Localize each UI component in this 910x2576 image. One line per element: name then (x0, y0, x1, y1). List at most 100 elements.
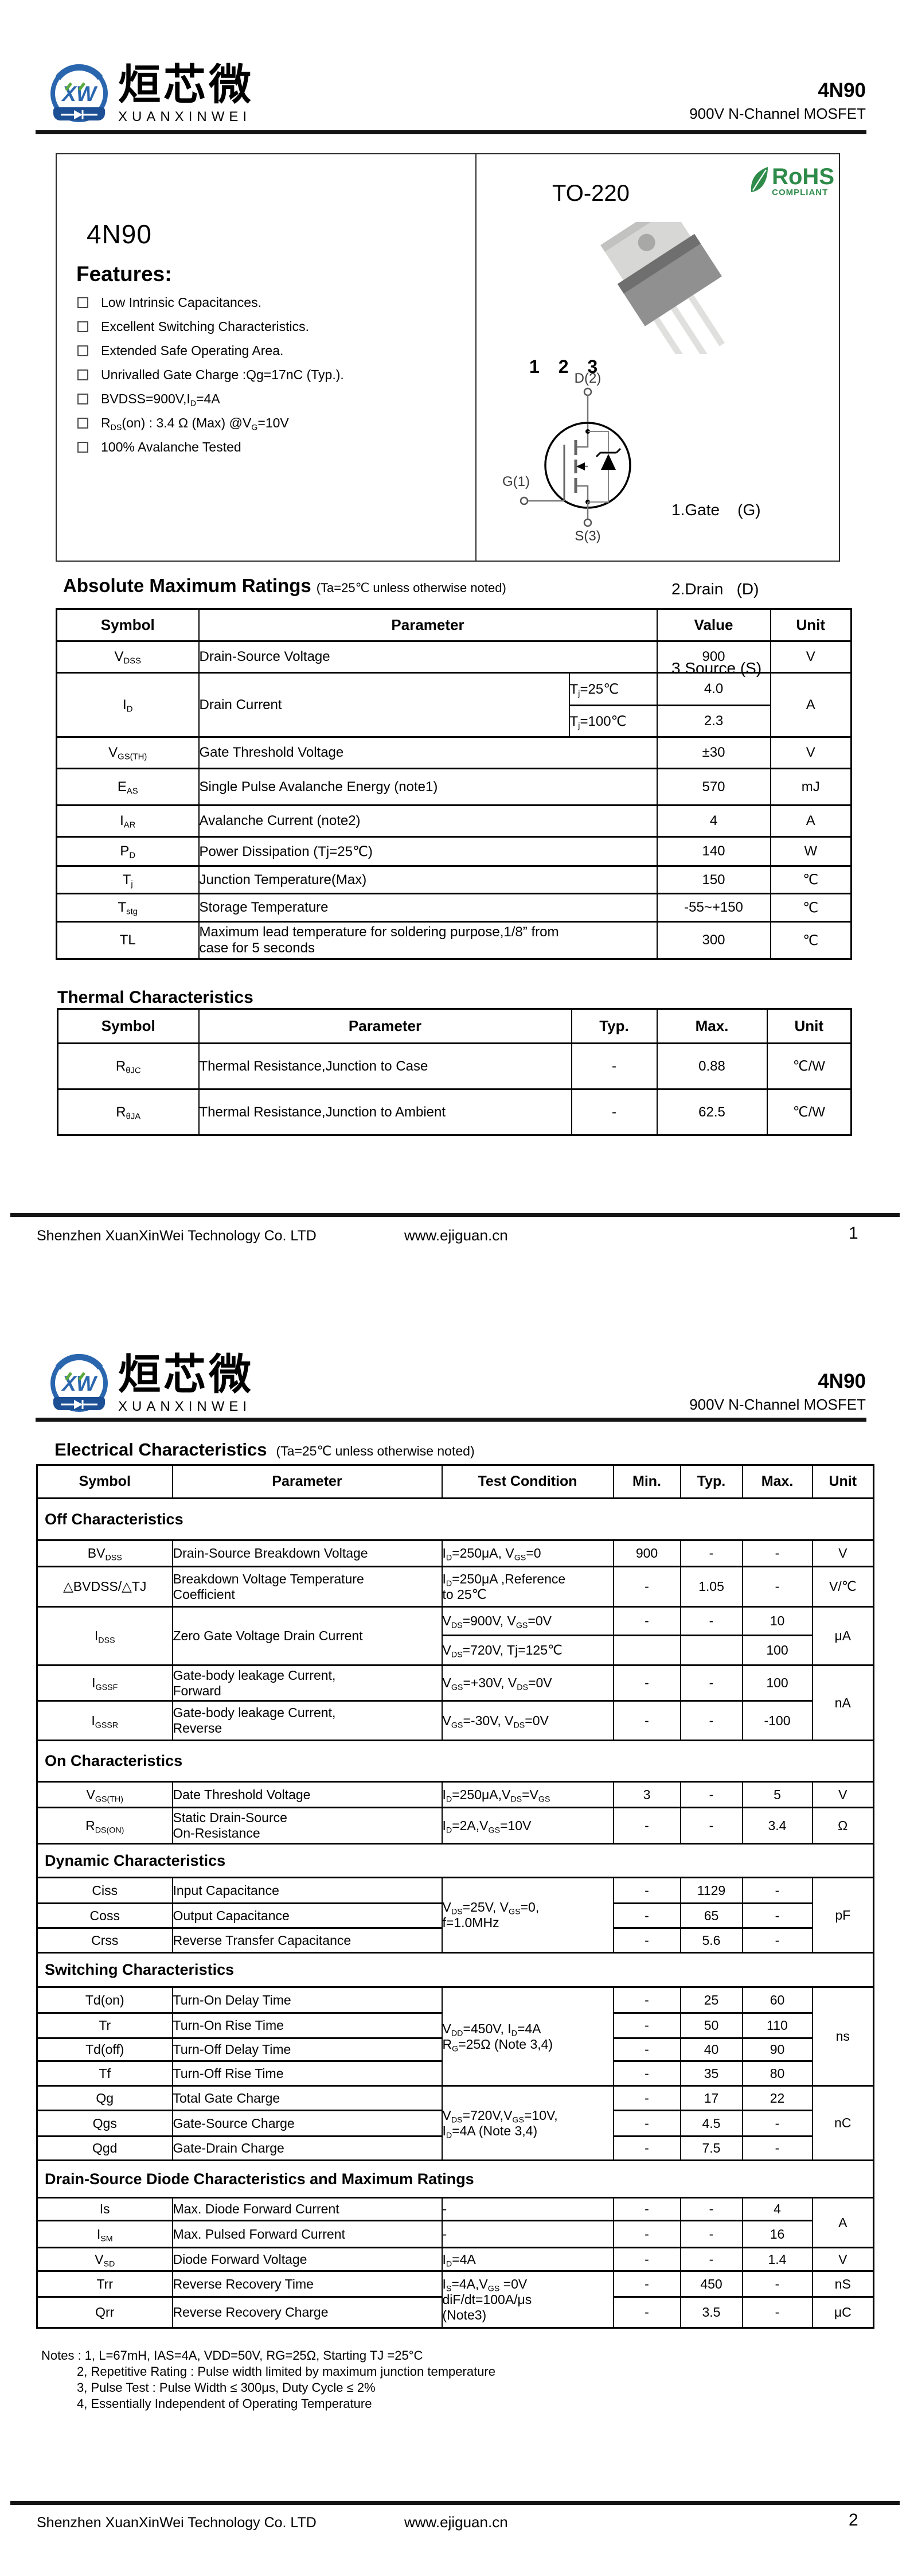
unit-cell: mJ (770, 768, 852, 806)
parameter-cell: Drain-Source Voltage (198, 640, 658, 674)
parameter-cell: Junction Temperature(Max) (198, 865, 658, 894)
table-row: IGSSF Gate-body leakage Current, Forward… (36, 1664, 874, 1741)
min-cell: - (612, 1700, 681, 1741)
max-cell: 1.4 (741, 2247, 813, 2272)
min-cell: - (612, 1877, 681, 1904)
part-name: 4N90 (87, 219, 152, 249)
section-title: On Characteristics (36, 1740, 874, 1783)
ec-title: Electrical Characteristics (54, 1439, 267, 1460)
unit-cell: V (811, 2247, 874, 2272)
unit-cell: ℃/W (766, 1042, 852, 1090)
package-name: TO-220 (552, 181, 630, 206)
feature-text: 100% Avalanche Tested (101, 439, 241, 454)
symbol-cell: Trr (36, 2270, 173, 2298)
feature-text: Excellent Switching Characteristics. (101, 319, 310, 334)
overview-box: 4N90 Features: Low Intrinsic Capacitance… (56, 153, 840, 677)
symbol-cell: Tj (56, 865, 200, 894)
unit-cell: μC (811, 2296, 874, 2329)
symbol-cell: Td(off) (36, 2037, 173, 2062)
parameter-cell: Maximum lead temperature for soldering p… (198, 921, 658, 960)
table-header-row: Symbol Parameter Typ. Max. Unit (57, 1008, 852, 1044)
amr-heading: Absolute Maximum Ratings (Ta=25℃ unless … (63, 575, 506, 597)
brand-name-cn: 烜芯微 (118, 1351, 254, 1398)
max-cell: - (741, 2296, 813, 2329)
max-cell: 62.5 (656, 1088, 768, 1136)
table-row: Qrr Reverse Recovery Charge - 3.5 - μC (36, 2296, 874, 2329)
ec-heading: Electrical Characteristics (Ta=25℃ unles… (54, 1439, 475, 1460)
typ-cell: 25 (679, 1986, 743, 2014)
symbol-cell: Crss (36, 1927, 173, 1954)
symbol-cell: Tf (36, 2060, 173, 2087)
parameter-cell: Total Gate Charge (171, 2085, 443, 2111)
symbol-cell: Td(on) (36, 1986, 173, 2014)
table-row: Coss Output Capacitance - 65 - (36, 1902, 874, 1929)
max-cell: - (741, 1566, 813, 1608)
min-cell: - (612, 2085, 681, 2111)
parameter-cell: Gate-body leakage Current, Forward (171, 1664, 443, 1702)
table-row: VDS=720V, Tj=125℃ 100 (37, 1635, 874, 1666)
table-row: Ciss Input Capacitance VDS=25V, VGS=0, f… (36, 1877, 874, 1954)
column-header: Parameter (198, 1008, 572, 1044)
min-cell: 3 (612, 1781, 681, 1808)
condition-cell: ID=250μA, VGS=0 (441, 1539, 614, 1567)
max-cell: -100 (741, 1700, 813, 1741)
checkbox-icon (77, 394, 88, 404)
feature-text: RDS(on) : 3.4 Ω (Max) @VG=10V (101, 415, 289, 433)
min-cell: - (612, 1566, 681, 1608)
rohs-title: RoHS (772, 164, 834, 189)
feature-item: Excellent Switching Characteristics. (77, 320, 344, 333)
footer-company: Shenzhen XuanXinWei Technology Co. LTD (37, 2515, 317, 2531)
table-row: TL Maximum lead temperature for solderin… (56, 921, 852, 960)
footer-rule (10, 1213, 900, 1217)
max-cell: 22 (741, 2085, 813, 2111)
parameter-cell: Gate-Source Charge (171, 2110, 443, 2137)
value-cell: 900 (656, 640, 771, 674)
unit-cell: Ω (811, 1807, 874, 1845)
typ-cell: - (679, 1700, 743, 1741)
unit-cell: nA (811, 1664, 874, 1741)
header-rule (36, 1418, 866, 1422)
parameter-cell: Power Dissipation (Tj=25℃) (198, 836, 658, 867)
parameter-cell: Avalanche Current (note2) (198, 804, 658, 838)
table-row: VGS(TH) Date Threshold Voltage ID=250μA,… (36, 1781, 874, 1808)
symbol-cell: Qgs (36, 2110, 173, 2137)
max-cell: - (741, 1539, 813, 1567)
note-line: 4, Essentially Independent of Operating … (77, 2396, 372, 2411)
condition-cell: VDD=450V, ID=4A RG=25Ω (Note 3,4) (441, 1986, 614, 2087)
table-row: Crss Reverse Transfer Capacitance - 5.6 … (36, 1927, 874, 1954)
brand-text: 烜芯微 XUANXINWEI (118, 62, 254, 125)
min-cell: - (612, 2110, 681, 2137)
note-line: 2, Repetitive Rating : Pulse width limit… (77, 2364, 495, 2379)
column-header: Min. (612, 1464, 681, 1499)
max-cell: 0.88 (656, 1042, 768, 1090)
typ-cell: - (679, 1606, 743, 1636)
min-cell: - (612, 1986, 681, 2014)
column-header: Unit (770, 608, 852, 642)
parameter-cell: Input Capacitance (171, 1877, 443, 1904)
min-cell: 900 (612, 1539, 681, 1567)
column-header: Symbol (57, 1008, 200, 1044)
condition-cell: VGS=+30V, VDS=0V (441, 1664, 614, 1702)
page-number: 2 (849, 2511, 858, 2530)
column-header: Typ. (679, 1464, 743, 1499)
symbol-cell: RθJC (57, 1042, 200, 1090)
symbol-cell: IGSSF (36, 1664, 173, 1702)
table-header-row: Symbol Parameter Value Unit (56, 608, 852, 642)
table-row: Qgd Gate-Drain Charge - 7.5 - (36, 2135, 874, 2161)
column-header: Max. (656, 1008, 768, 1044)
table-row: Is Max. Diode Forward Current - - - 4 A (36, 2197, 874, 2248)
typ-cell: - (679, 1664, 743, 1702)
footer-website: www.ejiguan.cn (404, 1227, 508, 1244)
feature-text: Low Intrinsic Capacitances. (101, 295, 261, 310)
max-cell: 90 (741, 2037, 813, 2062)
features-title: Features: (76, 262, 172, 286)
thermal-heading: Thermal Characteristics (57, 988, 253, 1007)
typ-cell: 5.6 (679, 1927, 743, 1954)
rohs-badge: RoHS COMPLIANT (749, 164, 834, 197)
ec-note: (Ta=25℃ unless otherwise noted) (276, 1443, 475, 1458)
value-cell: 4 (656, 804, 771, 838)
note-line: 3, Pulse Test : Pulse Width ≤ 300μs, Dut… (77, 2380, 376, 2395)
checkbox-icon (77, 369, 88, 380)
condition-cell: ID=250μA,VDS=VGS (441, 1781, 614, 1808)
condition-cell: Tj=100℃ (568, 705, 658, 738)
